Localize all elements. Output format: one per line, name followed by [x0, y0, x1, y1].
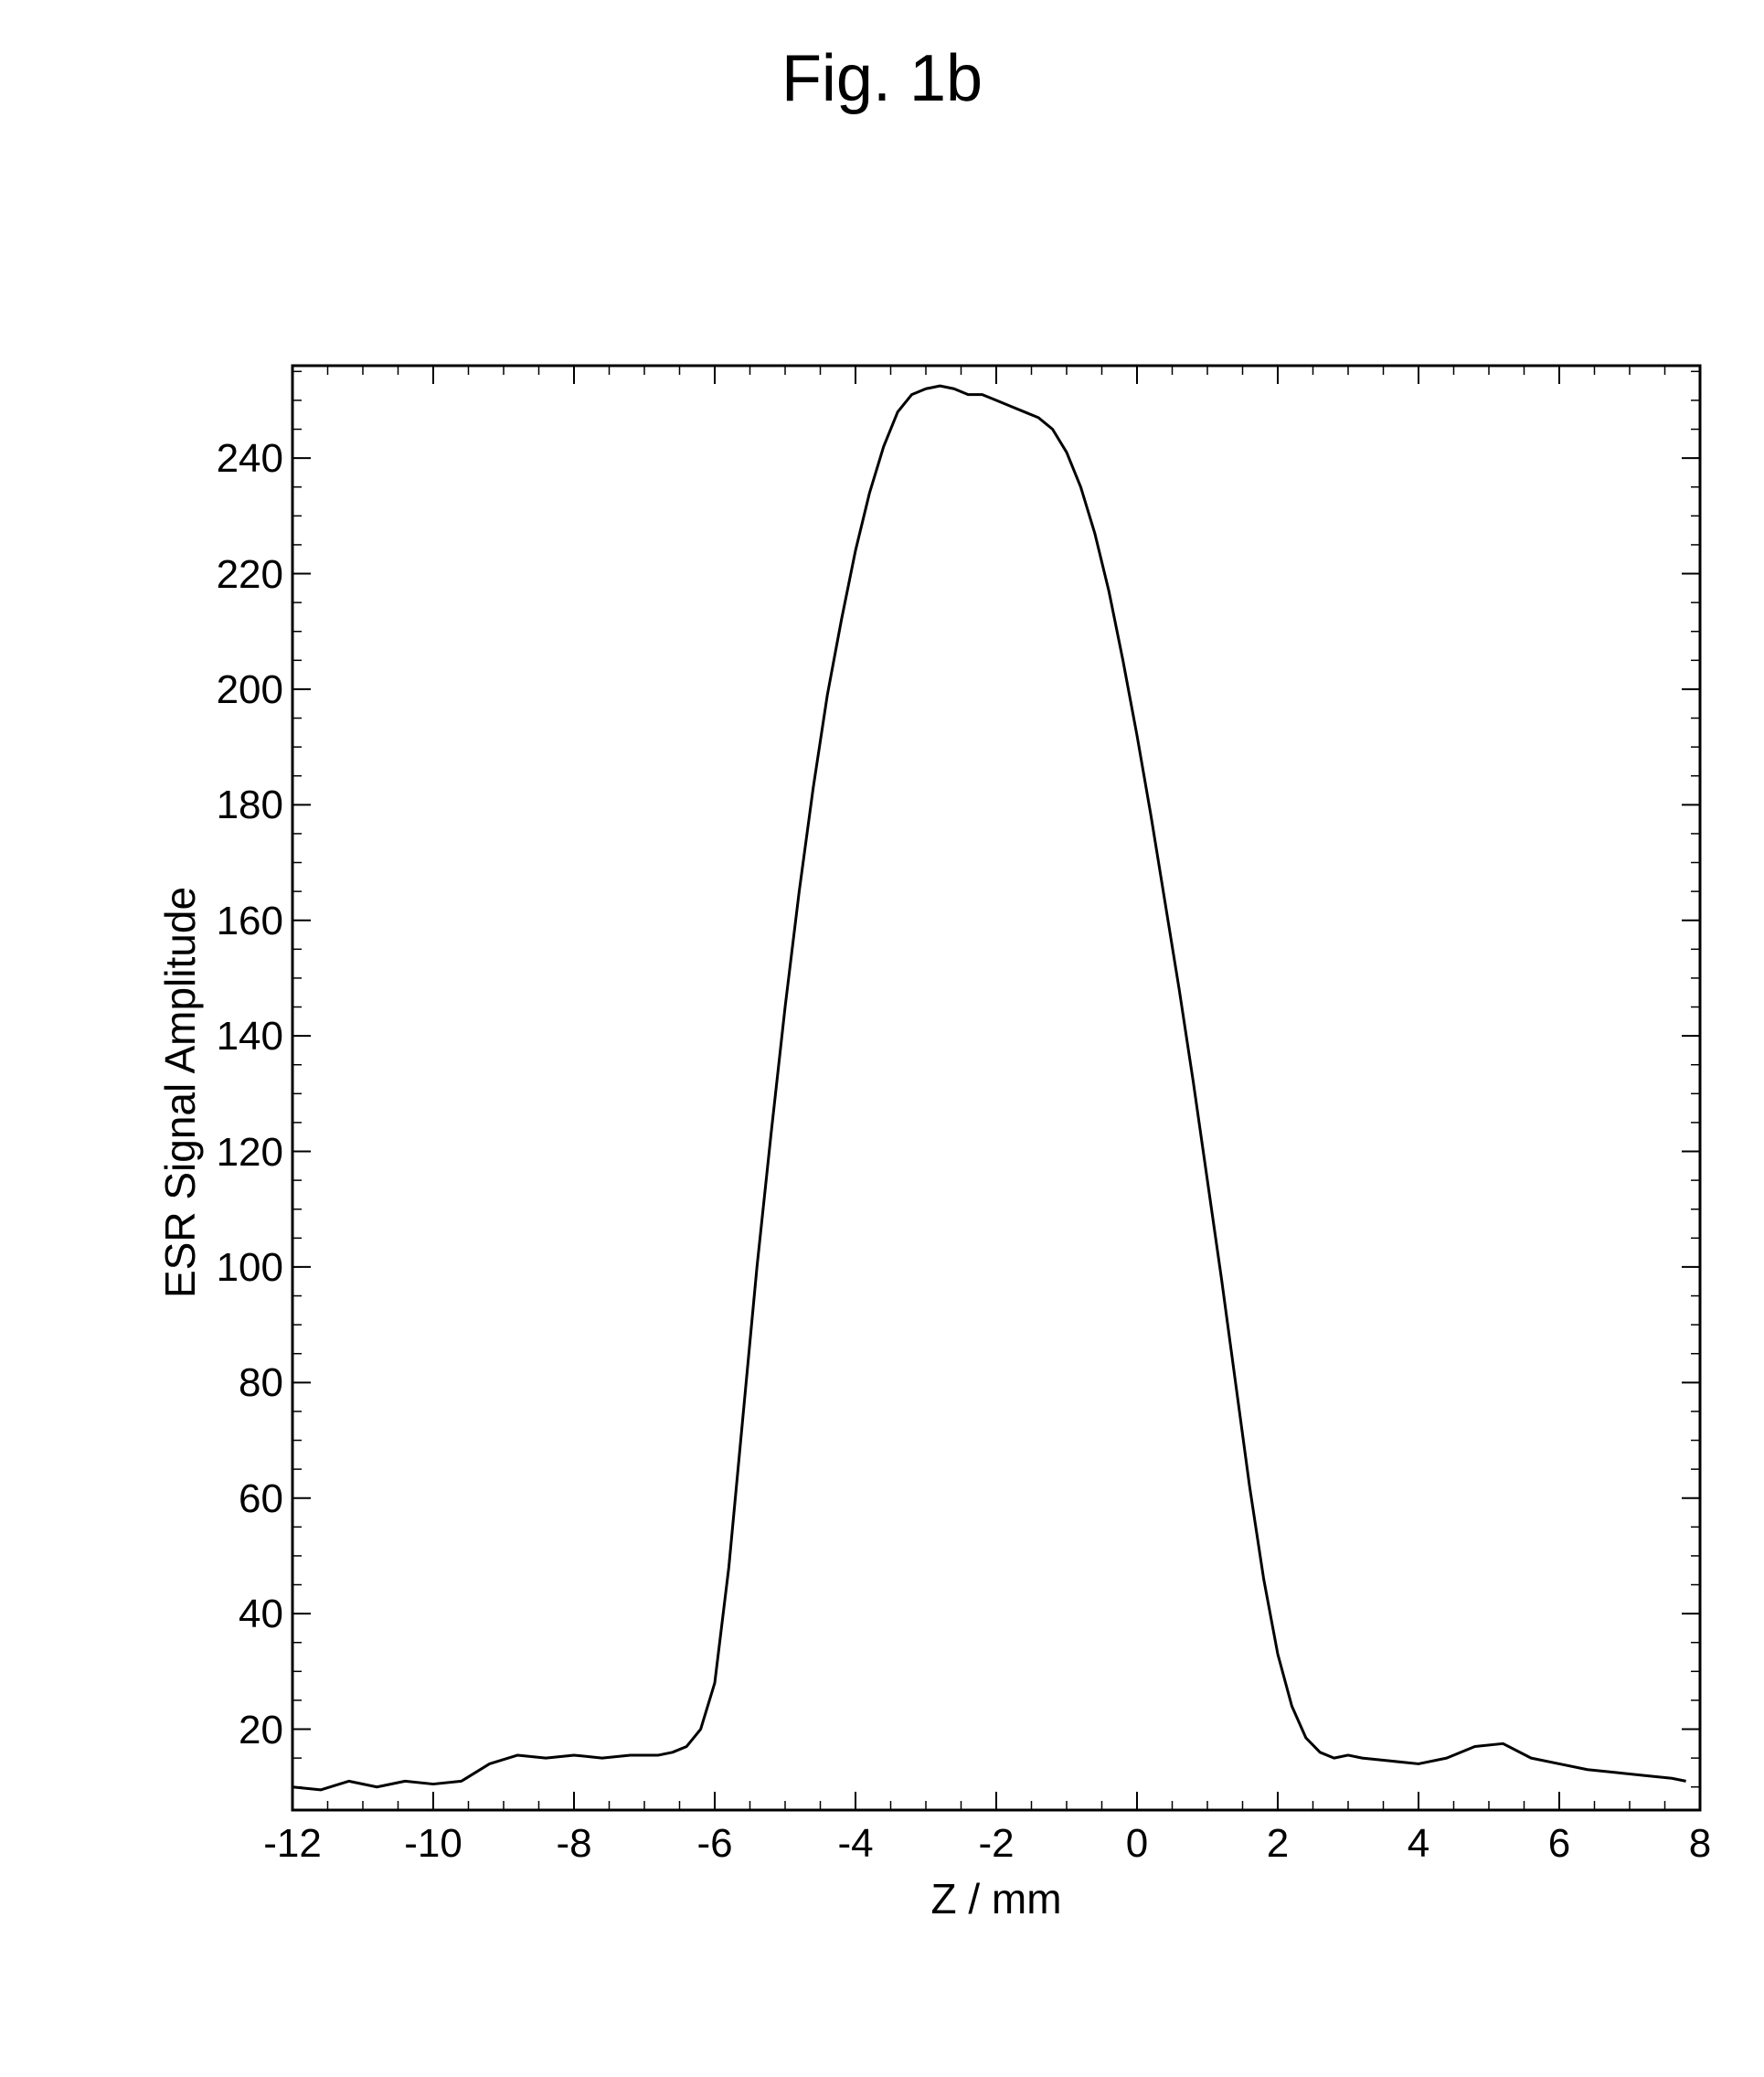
- x-tick-label: -4: [819, 1821, 892, 1867]
- y-tick-label: 40: [192, 1592, 283, 1637]
- x-tick-label: -10: [397, 1821, 470, 1867]
- x-tick-label: -12: [256, 1821, 329, 1867]
- y-tick-label: 180: [192, 783, 283, 828]
- x-tick-label: -2: [960, 1821, 1033, 1867]
- x-tick-label: -6: [678, 1821, 751, 1867]
- figure-title: Fig. 1b: [0, 41, 1764, 116]
- y-tick-label: 240: [192, 436, 283, 482]
- x-tick-label: 0: [1100, 1821, 1174, 1867]
- x-tick-label: -8: [537, 1821, 611, 1867]
- y-tick-label: 80: [192, 1360, 283, 1406]
- x-tick-label: 4: [1382, 1821, 1455, 1867]
- x-tick-label: 6: [1523, 1821, 1596, 1867]
- x-tick-label: 8: [1663, 1821, 1737, 1867]
- y-tick-label: 120: [192, 1130, 283, 1176]
- y-tick-label: 160: [192, 899, 283, 944]
- x-axis-label: Z / mm: [905, 1874, 1088, 1923]
- y-tick-label: 100: [192, 1245, 283, 1291]
- line-chart: [137, 347, 1718, 1929]
- y-axis-label: ESR Signal Amplitude: [155, 887, 205, 1298]
- y-tick-label: 220: [192, 552, 283, 598]
- y-tick-label: 60: [192, 1476, 283, 1522]
- y-tick-label: 200: [192, 667, 283, 713]
- x-tick-label: 2: [1241, 1821, 1314, 1867]
- chart-container: ESR Signal Amplitude Z / mm -12 -10 -8 -6 -4…: [137, 347, 1718, 1933]
- page: Fig. 1b ESR Signal Amplitude Z / mm -12 -…: [0, 0, 1764, 2077]
- y-tick-label: 20: [192, 1708, 283, 1753]
- y-tick-label: 140: [192, 1014, 283, 1060]
